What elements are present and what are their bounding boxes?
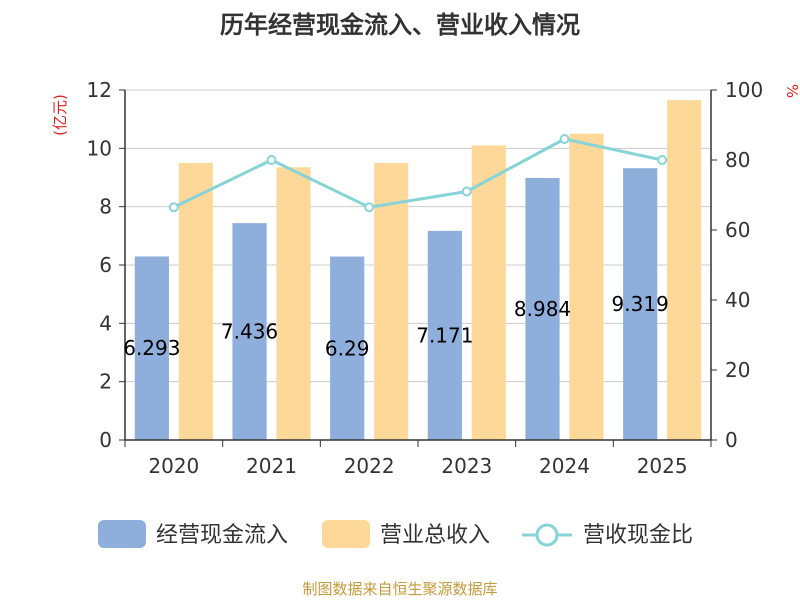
- bar-cash-inflow: [525, 177, 560, 440]
- bar-data-label: 8.984: [514, 297, 571, 321]
- bar-data-label: 6.29: [325, 336, 370, 360]
- axes: 0 2 4 6 8 10 12 0 20 40 60 80 100 2020 2021 2022 2023 202…: [87, 78, 764, 478]
- y-tick-label: 8: [99, 195, 112, 219]
- bar-cash-inflow: [427, 230, 462, 440]
- bar-data-label: 7.436: [221, 320, 278, 344]
- bar-revenue: [374, 162, 409, 440]
- legend[interactable]: 经营现金流入 营业总收入 营收现金比: [98, 520, 693, 548]
- chart-title: 历年经营现金流入、营业收入情况: [220, 11, 580, 39]
- legend-label-ratio: 营收现金比: [583, 523, 693, 548]
- bar-cash-inflow: [623, 168, 658, 440]
- x-tick-label: 2023: [441, 454, 492, 478]
- y-tick-label: 0: [99, 428, 112, 452]
- bars: [134, 100, 702, 440]
- ratio-point: [266, 155, 277, 165]
- bar-revenue: [667, 100, 702, 440]
- y-tick-label: 6: [99, 253, 112, 277]
- bar-revenue: [178, 162, 213, 440]
- ratio-point: [657, 155, 668, 165]
- left-axis-unit: (亿元): [51, 94, 69, 136]
- legend-item-cash-inflow[interactable]: 经营现金流入: [98, 520, 288, 548]
- data-labels: 6.293 7.436 6.29 7.171 8.984 9.319: [123, 292, 669, 360]
- legend-item-revenue[interactable]: 营业总收入: [322, 520, 490, 548]
- x-tick-label: 2024: [539, 454, 590, 478]
- ratio-point: [364, 202, 375, 213]
- bar-cash-inflow: [330, 256, 365, 440]
- bar-revenue: [276, 167, 311, 440]
- legend-item-ratio[interactable]: 营收现金比: [522, 523, 693, 548]
- ratio-point: [461, 186, 472, 197]
- ratio-point: [168, 202, 179, 213]
- legend-swatch-revenue: [322, 520, 370, 548]
- y2-tick-label: 40: [725, 288, 750, 312]
- legend-label-cash-inflow: 经营现金流入: [156, 523, 288, 548]
- y2-tick-label: 80: [725, 148, 750, 172]
- bar-revenue: [471, 145, 506, 440]
- y-tick-label: 10: [87, 136, 112, 160]
- ratio-line-path: [173, 137, 663, 209]
- bar-data-label: 7.171: [416, 323, 473, 347]
- x-tick-label: 2022: [344, 454, 395, 478]
- y2-tick-label: 20: [725, 358, 750, 382]
- x-tick-label: 2020: [148, 454, 199, 478]
- source-note: 制图数据来自恒生聚源数据库: [302, 580, 497, 598]
- right-axis-unit: %: [783, 84, 800, 98]
- bar-revenue: [569, 133, 604, 440]
- bar-data-label: 6.293: [123, 336, 180, 360]
- legend-marker-ratio: [535, 523, 559, 547]
- bar-cash-inflow: [134, 256, 169, 440]
- gridlines: [125, 89, 711, 441]
- bar-data-label: 9.319: [612, 292, 669, 316]
- y-tick-label: 4: [99, 311, 112, 335]
- y2-tick-label: 100: [725, 78, 763, 102]
- x-tick-label: 2025: [637, 454, 688, 478]
- x-tick-label: 2021: [246, 454, 297, 478]
- legend-swatch-cash-inflow: [98, 520, 146, 548]
- legend-label-revenue: 营业总收入: [380, 523, 490, 548]
- ratio-point: [559, 134, 570, 144]
- y-tick-label: 2: [99, 370, 112, 394]
- y2-tick-label: 60: [725, 218, 750, 242]
- bar-cash-inflow: [232, 223, 267, 440]
- y-tick-label: 12: [87, 78, 112, 102]
- y2-tick-label: 0: [725, 428, 738, 452]
- ratio-line: [168, 134, 668, 213]
